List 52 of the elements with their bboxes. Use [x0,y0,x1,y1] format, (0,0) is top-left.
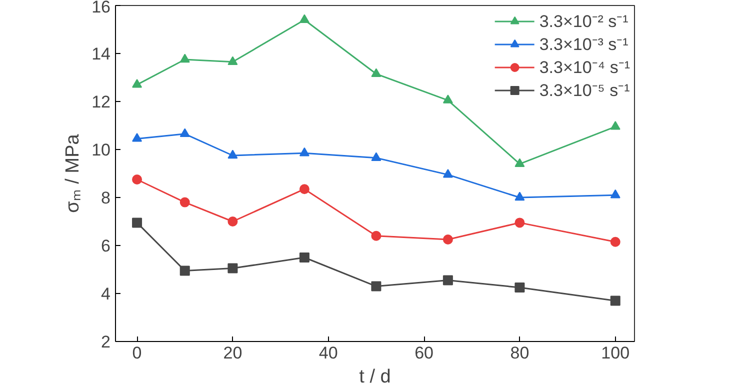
point [299,14,310,23]
x-tick-label: 0 [132,344,142,362]
point [610,296,620,306]
point [371,68,382,77]
point [514,192,525,201]
point [610,121,620,130]
point [228,150,238,159]
point [228,216,238,226]
point [132,133,142,142]
point [299,252,310,262]
y-tick-label: 8 [101,188,111,208]
legend-label: 3.3×10⁻⁵ s⁻¹ [539,80,630,101]
legend-label: 3.3×10⁻⁴ s⁻¹ [539,57,630,78]
point [514,158,525,167]
point [610,189,620,198]
x-tick-label: 100 [601,344,630,362]
point [228,56,238,65]
x-tick-label: 40 [318,344,338,362]
point [514,282,525,292]
y-axis-title: σₘ / MPa [62,134,84,213]
legend-label: 3.3×10⁻² s⁻¹ [539,11,628,32]
y-tick-label: 4 [101,284,111,304]
x-tick-label: 80 [510,344,530,362]
point [610,236,620,247]
point [180,128,190,137]
point [180,54,190,63]
point [132,174,142,184]
point [514,218,525,228]
y-tick-label: 6 [101,236,111,256]
point [442,234,453,244]
x-tick-label: 20 [223,344,242,362]
point [442,275,453,286]
point [299,147,310,156]
y-tick-label: 10 [92,140,111,160]
point [180,266,190,276]
point [180,197,190,208]
x-axis-title: t / d [359,366,391,388]
point [371,152,382,161]
point [442,169,453,178]
point [132,218,142,228]
y-tick-label: 16 [92,0,111,16]
legend-label: 3.3×10⁻³ s⁻¹ [539,34,628,55]
point [228,263,238,274]
point [371,230,382,241]
point [371,281,382,292]
point [442,94,453,104]
y-tick-label: 2 [101,332,111,352]
point [132,79,142,88]
point [299,184,310,194]
x-tick-label: 60 [414,344,434,362]
y-tick-label: 14 [92,44,111,64]
y-tick-label: 12 [92,92,111,112]
